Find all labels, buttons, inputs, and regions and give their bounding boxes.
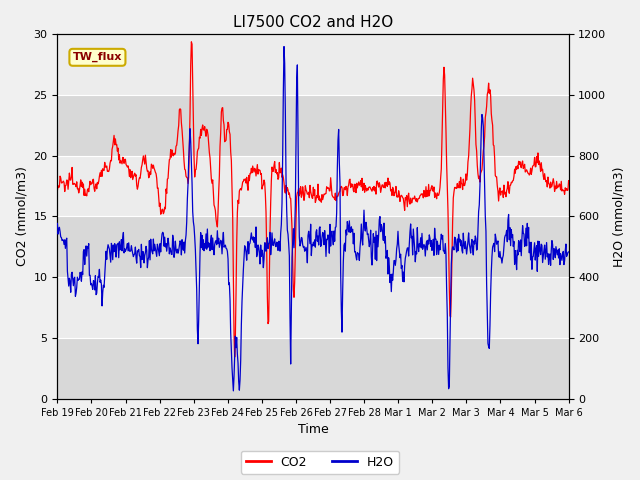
- Bar: [58, 95, 568, 156]
- H2O: [54, 221, 61, 227]
- H2O: [280, 44, 288, 49]
- Y-axis label: CO2 (mmol/m3): CO2 (mmol/m3): [15, 167, 28, 266]
- H2O: [564, 249, 572, 255]
- CO2: [113, 148, 121, 154]
- CO2: [208, 180, 216, 186]
- CO2: [234, 197, 242, 203]
- Text: TW_flux: TW_flux: [73, 52, 122, 62]
- Bar: [58, 216, 568, 277]
- Bar: [58, 338, 568, 398]
- CO2: [396, 191, 403, 197]
- H2O: [234, 351, 241, 357]
- Line: H2O: H2O: [58, 47, 568, 391]
- Y-axis label: H2O (mmol/m3): H2O (mmol/m3): [612, 166, 625, 266]
- X-axis label: Time: Time: [298, 423, 328, 436]
- H2O: [207, 232, 215, 238]
- CO2: [188, 39, 195, 45]
- Title: LI7500 CO2 and H2O: LI7500 CO2 and H2O: [233, 15, 393, 30]
- H2O: [253, 254, 260, 260]
- CO2: [367, 186, 374, 192]
- CO2: [231, 354, 239, 360]
- H2O: [396, 248, 403, 254]
- H2O: [230, 388, 237, 394]
- CO2: [253, 162, 261, 168]
- CO2: [564, 178, 572, 183]
- H2O: [367, 228, 374, 233]
- CO2: [54, 187, 61, 193]
- Line: CO2: CO2: [58, 42, 568, 357]
- H2O: [113, 241, 121, 247]
- Legend: CO2, H2O: CO2, H2O: [241, 451, 399, 474]
